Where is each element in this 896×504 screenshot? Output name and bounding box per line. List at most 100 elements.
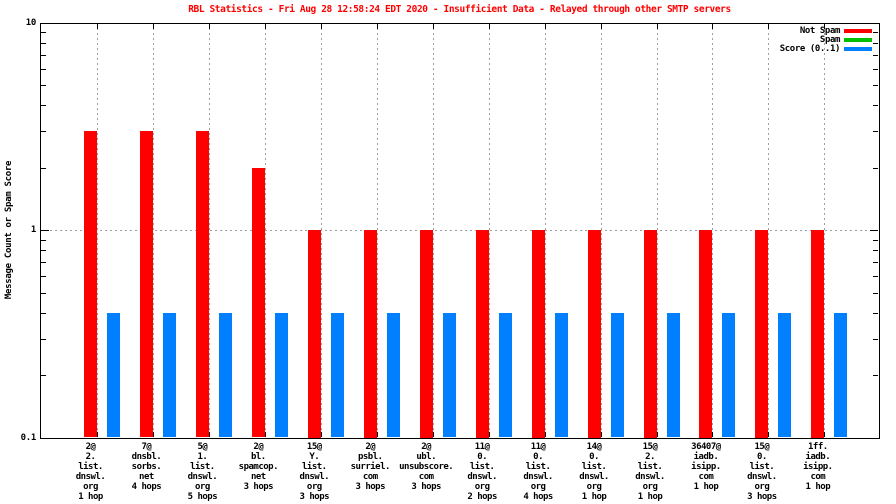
x-gridline <box>712 23 714 438</box>
x-gridline <box>208 23 210 438</box>
y-tick-minor <box>873 68 878 70</box>
x-tick <box>712 24 714 29</box>
y-tick-minor <box>873 167 878 169</box>
x-tick <box>488 24 490 29</box>
bar-score-0-1 <box>274 312 288 438</box>
x-tick <box>488 431 490 437</box>
y-tick-minor <box>873 375 878 377</box>
x-gridline <box>488 23 490 438</box>
y-tick-minor <box>41 68 46 70</box>
bar-not-spam <box>475 230 489 438</box>
y-tick-minor <box>41 167 46 169</box>
bar-not-spam <box>811 230 825 438</box>
x-tick <box>376 431 378 437</box>
x-tick-label: 2@ 2. list. dnswl. org 1 hop <box>75 441 106 502</box>
x-gridline <box>768 23 770 438</box>
x-tick <box>824 24 826 29</box>
legend-swatch <box>844 47 872 52</box>
y-tick-minor <box>41 276 46 278</box>
x-gridline <box>152 23 154 438</box>
x-tick <box>320 431 322 437</box>
x-tick-label: 2@ psbl. surriel. com 3 hops <box>350 441 391 492</box>
bar-score-0-1 <box>386 312 400 438</box>
bar-not-spam <box>699 230 713 438</box>
y-tick-minor <box>873 32 878 34</box>
bar-score-0-1 <box>554 312 568 438</box>
y-tick-minor <box>873 276 878 278</box>
x-tick <box>432 24 434 29</box>
x-tick <box>264 431 266 437</box>
legend-label: Score (0..1) <box>779 44 841 55</box>
y-tick-label: 1 <box>30 225 36 236</box>
x-tick-label: 11@ 0. list. dnswl. org 4 hops <box>523 441 553 502</box>
y-tick-minor <box>873 43 878 45</box>
y-tick-minor <box>873 85 878 87</box>
bar-not-spam <box>419 230 433 438</box>
y-tick-minor <box>41 262 46 264</box>
y-tick-major <box>870 230 878 232</box>
x-tick <box>320 24 322 29</box>
x-tick <box>544 24 546 29</box>
x-tick <box>768 24 770 29</box>
x-tick <box>544 431 546 437</box>
x-gridline <box>264 23 266 438</box>
x-tick <box>208 24 210 29</box>
x-tick <box>208 431 210 437</box>
x-gridline <box>544 23 546 438</box>
x-gridline <box>97 23 98 438</box>
y-tick-minor <box>873 55 878 57</box>
y-tick-minor <box>41 43 46 45</box>
bar-score-0-1 <box>107 312 120 438</box>
bar-not-spam <box>307 230 321 438</box>
x-tick-label: 15@ 0. list. dnswl. org 3 hops <box>747 441 777 502</box>
bar-score-0-1 <box>218 312 232 438</box>
bar-score-0-1 <box>330 312 344 438</box>
y-tick-major <box>41 230 49 232</box>
bar-not-spam <box>755 230 769 438</box>
bar-not-spam <box>587 230 601 438</box>
y-tick-minor <box>873 312 878 314</box>
y-tick-minor <box>41 312 46 314</box>
bar-not-spam <box>531 230 545 438</box>
bar-not-spam <box>251 167 265 438</box>
x-tick-label: 15@ Y. list. dnswl. org 3 hops <box>299 441 330 502</box>
x-tick <box>600 431 602 437</box>
x-tick <box>152 431 154 437</box>
bar-score-0-1 <box>442 312 456 438</box>
x-tick-label: 2@ bl. spamcop. net 3 hops <box>238 441 279 492</box>
x-gridline <box>376 23 378 438</box>
x-tick <box>600 24 602 29</box>
y-gridline <box>40 230 879 232</box>
bar-score-0-1 <box>834 312 848 438</box>
bar-score-0-1 <box>162 312 176 438</box>
x-tick-label: 7@ dnsbl. sorbs. net 4 hops <box>131 441 162 492</box>
y-tick-minor <box>41 105 46 107</box>
x-gridline <box>656 23 658 438</box>
bar-score-0-1 <box>610 312 624 438</box>
bar-not-spam <box>139 131 153 438</box>
y-tick-minor <box>41 239 46 241</box>
x-gridline <box>600 23 602 438</box>
y-tick-minor <box>873 131 878 133</box>
x-gridline <box>432 23 434 438</box>
y-tick-label: 0.1 <box>20 432 37 443</box>
x-tick-label: 14@ 0. list. dnswl. org 1 hop <box>579 441 609 502</box>
bar-not-spam <box>363 230 377 438</box>
y-tick-minor <box>41 55 46 57</box>
x-tick-label: 2@ ubl. unsubscore. com 3 hops <box>399 441 454 492</box>
x-tick <box>656 24 658 29</box>
x-tick <box>824 431 826 437</box>
bar-not-spam <box>195 131 209 438</box>
legend-label: Spam <box>819 34 840 45</box>
y-tick-minor <box>873 338 878 340</box>
x-tick-label: 1ff. iadb. isipp. com 1 hop <box>803 441 833 492</box>
y-tick-minor <box>873 105 878 107</box>
bar-score-0-1 <box>498 312 512 438</box>
x-gridline <box>320 23 322 438</box>
x-tick <box>712 431 714 437</box>
x-tick <box>97 431 98 437</box>
x-gridline <box>824 23 826 438</box>
legend-swatch <box>844 28 872 33</box>
y-tick-minor <box>41 375 46 377</box>
